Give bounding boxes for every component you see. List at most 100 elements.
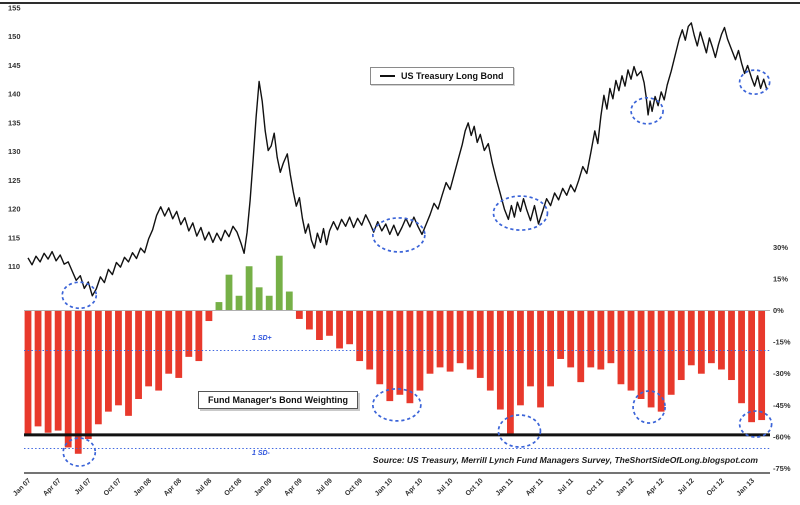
weighting-bar — [205, 311, 213, 322]
weighting-series-label: Fund Manager's Bond Weighting — [198, 391, 358, 409]
weighting-highlight-ellipse — [497, 414, 542, 448]
left-axis-tick: 130 — [8, 147, 21, 156]
left-axis-tick: 145 — [8, 61, 21, 70]
x-axis-tick: Oct 07 — [103, 477, 123, 497]
x-axis-tick: Apr 08 — [163, 477, 183, 497]
weighting-bar — [105, 311, 112, 412]
weighting-bar — [587, 311, 595, 368]
legend: US Treasury Long Bond — [370, 67, 514, 85]
left-axis-tick: 140 — [8, 90, 21, 99]
weighting-bar — [386, 311, 394, 402]
left-axis-labels: 155 150 145 140 135 130 125 120 115 110 — [8, 4, 21, 272]
weighting-bar — [436, 311, 444, 368]
weighting-bar — [366, 311, 374, 370]
weighting-bars — [24, 255, 766, 454]
weighting-bar — [697, 311, 705, 374]
x-axis-tick: Jul 11 — [556, 477, 575, 496]
weighting-bar — [265, 295, 273, 310]
weighting-bar — [175, 311, 183, 378]
weighting-bar — [396, 311, 404, 395]
sd-minus-label: 1 SD- — [252, 450, 270, 457]
x-axis-tick: Jan 10 — [374, 477, 394, 497]
price-highlight-ellipse — [492, 195, 549, 231]
weighting-bar — [356, 311, 364, 362]
weighting-bar — [748, 311, 755, 423]
weighting-bar — [346, 311, 353, 345]
x-axis-tick: Oct 09 — [344, 477, 364, 497]
weighting-bar — [165, 311, 173, 374]
weighting-bar — [446, 311, 454, 372]
weighting-bar — [125, 311, 132, 416]
x-axis-tick: Apr 11 — [525, 477, 545, 497]
weighting-bar — [476, 311, 484, 378]
x-axis-tick: Apr 10 — [404, 477, 424, 497]
x-axis-tick: Oct 10 — [465, 477, 485, 497]
weighting-bar — [215, 302, 223, 310]
right-axis-tick: -45% — [773, 401, 791, 410]
weighting-bar — [195, 311, 203, 362]
weighting-bar — [637, 311, 645, 399]
left-axis-tick: 120 — [8, 205, 21, 214]
weighting-bar — [145, 311, 152, 387]
price-highlight-ellipse — [630, 96, 664, 125]
right-axis-labels: 30% 15% 0% -15% -30% -45% -60% -75% — [773, 243, 791, 473]
weighting-bar — [687, 311, 695, 366]
weighting-bar — [316, 311, 323, 340]
weighting-bar — [44, 311, 52, 433]
weighting-bar — [466, 311, 474, 370]
weighting-bar — [597, 311, 605, 370]
weighting-bar — [496, 311, 504, 410]
weighting-bar — [667, 311, 675, 395]
x-axis-tick: Jan 13 — [736, 477, 756, 497]
weighting-bar — [607, 311, 615, 364]
weighting-bar — [225, 274, 233, 310]
right-axis-tick: -30% — [773, 369, 791, 378]
weighting-bar — [527, 311, 534, 387]
left-axis-tick: 155 — [8, 4, 21, 13]
right-axis-tick: 30% — [773, 243, 788, 252]
legend-line-swatch — [380, 75, 395, 77]
weighting-bar — [657, 311, 665, 412]
weighting-bar — [336, 311, 343, 349]
weighting-bar — [115, 311, 122, 406]
weighting-bar — [557, 311, 565, 359]
weighting-bar — [295, 311, 303, 319]
x-axis-tick: Oct 12 — [706, 477, 726, 497]
weighting-bar — [738, 311, 745, 404]
x-axis-tick: Jul 07 — [74, 477, 93, 496]
weighting-bar — [617, 311, 625, 385]
weighting-bar — [647, 311, 655, 408]
source-note: Source: US Treasury, Merrill Lynch Fund … — [372, 455, 758, 465]
weighting-highlight-ellipse — [62, 437, 97, 467]
weighting-bar — [94, 311, 102, 425]
weighting-bar — [54, 311, 62, 431]
weighting-bar — [547, 311, 554, 387]
weighting-bar — [718, 311, 725, 370]
x-axis-tick: Oct 08 — [223, 477, 243, 497]
x-axis-tick: Jan 12 — [615, 477, 635, 497]
weighting-highlight-ellipse — [371, 388, 422, 422]
price-line — [27, 22, 768, 297]
left-axis-tick: 125 — [8, 176, 21, 185]
x-axis-tick: Jul 08 — [194, 477, 213, 496]
x-axis-tick: Jul 12 — [677, 477, 696, 496]
weighting-bar — [567, 311, 575, 368]
right-axis-tick: -60% — [773, 432, 791, 441]
weighting-bar — [185, 311, 193, 357]
x-axis-tick: Jul 09 — [315, 477, 334, 496]
x-axis-tick: Jan 07 — [12, 477, 32, 497]
weighting-highlight-ellipse — [738, 410, 773, 438]
sd-plus-label: 1 SD+ — [252, 335, 272, 342]
x-axis-tick: Apr 09 — [283, 477, 303, 497]
x-axis-tick: Apr 12 — [645, 477, 665, 497]
weighting-bar — [64, 311, 72, 448]
weighting-bar — [255, 287, 263, 310]
right-axis-tick: 0% — [773, 306, 784, 315]
left-axis-tick: 135 — [8, 118, 21, 127]
weighting-bar — [235, 295, 243, 310]
weighting-bar — [135, 311, 142, 399]
weighting-bar — [517, 311, 524, 406]
weighting-bar — [245, 266, 253, 310]
